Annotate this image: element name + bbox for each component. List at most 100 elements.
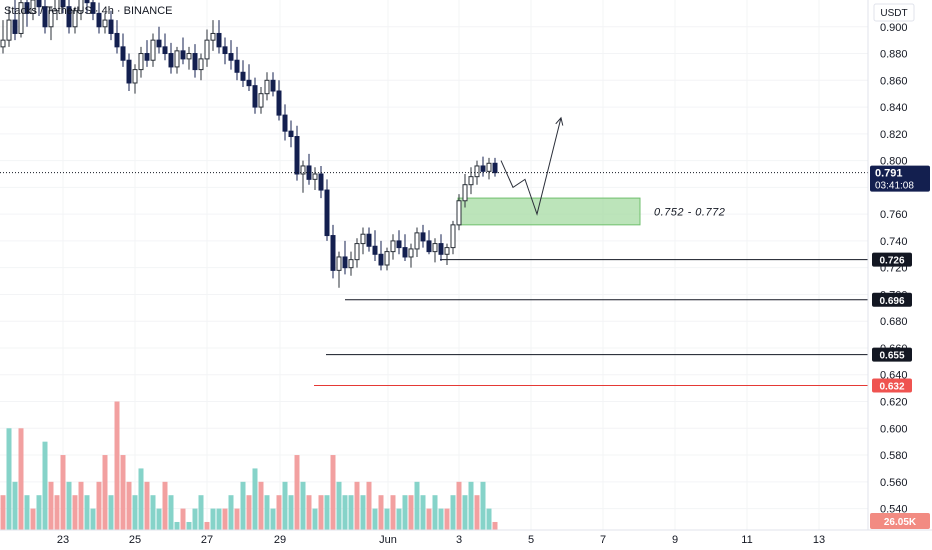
volume-bar bbox=[210, 508, 216, 530]
volume-bar bbox=[12, 481, 18, 530]
candle-body bbox=[78, 0, 84, 12]
volume-bar bbox=[336, 481, 342, 530]
volume-bar bbox=[228, 495, 234, 530]
candle-body bbox=[402, 247, 408, 258]
volume-bar bbox=[198, 495, 204, 530]
candle-body bbox=[378, 253, 384, 266]
candle-body bbox=[258, 93, 264, 108]
candle-body bbox=[468, 176, 474, 186]
candle-body bbox=[120, 46, 126, 61]
candle-body bbox=[444, 247, 450, 255]
candle-body bbox=[462, 184, 468, 202]
volume-bar bbox=[276, 495, 282, 530]
candle-body bbox=[18, 2, 24, 34]
candle-body bbox=[222, 46, 228, 55]
candle-body bbox=[432, 243, 438, 253]
candle-body bbox=[114, 32, 120, 48]
candle-body bbox=[288, 130, 294, 138]
volume-bar bbox=[414, 481, 420, 530]
volume-bar bbox=[348, 495, 354, 530]
volume-bar bbox=[480, 481, 486, 530]
candle-body bbox=[420, 232, 426, 242]
volume-bar bbox=[126, 481, 132, 530]
level-lines bbox=[314, 259, 868, 386]
candle-body bbox=[186, 53, 192, 60]
level-label: 0.696 bbox=[879, 296, 904, 307]
candle-body bbox=[282, 114, 288, 132]
candle-body bbox=[204, 39, 210, 60]
volume-bar bbox=[324, 495, 330, 530]
candle-body bbox=[0, 39, 6, 48]
candles bbox=[0, 0, 498, 288]
candle-body bbox=[264, 79, 270, 95]
projection-arrowhead bbox=[555, 116, 564, 126]
volume-bar bbox=[330, 455, 336, 530]
volume-bar bbox=[174, 521, 180, 530]
candle-body bbox=[390, 240, 396, 253]
candle-body bbox=[408, 248, 414, 258]
level-label: 0.632 bbox=[879, 381, 904, 392]
volume-bar bbox=[42, 441, 48, 530]
volume-bar bbox=[78, 481, 84, 530]
volume-bar bbox=[294, 455, 300, 530]
current-price-label: 0.791 bbox=[875, 168, 903, 180]
time-tick-label: 7 bbox=[600, 534, 606, 546]
volume-bar bbox=[468, 481, 474, 530]
volume-bar bbox=[246, 495, 252, 530]
candle-body bbox=[336, 256, 342, 271]
currency-button[interactable] bbox=[873, 3, 915, 22]
volume-bar bbox=[426, 508, 432, 530]
volume-bar bbox=[450, 495, 456, 530]
candle-body bbox=[108, 19, 114, 34]
candle-body bbox=[240, 71, 246, 81]
time-tick-label: 11 bbox=[741, 534, 752, 546]
volume-bar bbox=[204, 521, 210, 530]
candle-body bbox=[294, 136, 300, 175]
price-tick-label: 0.540 bbox=[880, 504, 908, 516]
currency-label: USDT bbox=[880, 8, 907, 19]
candle-body bbox=[72, 10, 78, 28]
price-tick-label: 0.820 bbox=[880, 129, 908, 141]
candle-body bbox=[144, 53, 150, 61]
volume-bar bbox=[144, 481, 150, 530]
volume-bar bbox=[114, 401, 120, 530]
time-tick-label: Jun bbox=[379, 534, 397, 546]
candle-body bbox=[456, 200, 462, 226]
time-tick-label: 13 bbox=[813, 534, 825, 546]
candle-body bbox=[276, 90, 282, 116]
candle-body bbox=[138, 53, 144, 71]
volume-bar bbox=[0, 495, 6, 530]
level-badge bbox=[872, 347, 912, 362]
candle-body bbox=[312, 173, 318, 180]
time-axis-ticks: 23 25 27 29 Jun 3 5 7 9 11 13 bbox=[57, 534, 825, 546]
price-tick-label: 0.740 bbox=[880, 236, 908, 248]
volume-bar bbox=[36, 495, 42, 530]
volume-bar bbox=[372, 508, 378, 530]
time-tick-label: 23 bbox=[57, 534, 69, 546]
time-axis[interactable] bbox=[0, 530, 932, 550]
volume-bar bbox=[444, 508, 450, 530]
volume-bar bbox=[378, 495, 384, 530]
candle-body bbox=[48, 10, 54, 28]
volume-bar bbox=[264, 495, 270, 530]
candle-body bbox=[348, 259, 354, 269]
volume-bar bbox=[288, 495, 294, 530]
candle-body bbox=[198, 58, 204, 71]
grid bbox=[0, 0, 868, 530]
candle-body bbox=[354, 243, 360, 261]
volume-bar bbox=[366, 481, 372, 530]
candle-body bbox=[6, 19, 12, 41]
volume-bar bbox=[282, 481, 288, 530]
level-label: 0.726 bbox=[879, 256, 904, 267]
price-tick-label: 0.680 bbox=[880, 316, 908, 328]
volume-badge bbox=[870, 513, 930, 529]
time-tick-label: 27 bbox=[201, 534, 213, 546]
time-tick-label: 29 bbox=[274, 534, 286, 546]
candle-body bbox=[372, 245, 378, 255]
candle-body bbox=[60, 0, 66, 8]
volume-bar bbox=[24, 495, 30, 530]
volume-bar bbox=[408, 495, 414, 530]
level-badge bbox=[872, 378, 912, 393]
